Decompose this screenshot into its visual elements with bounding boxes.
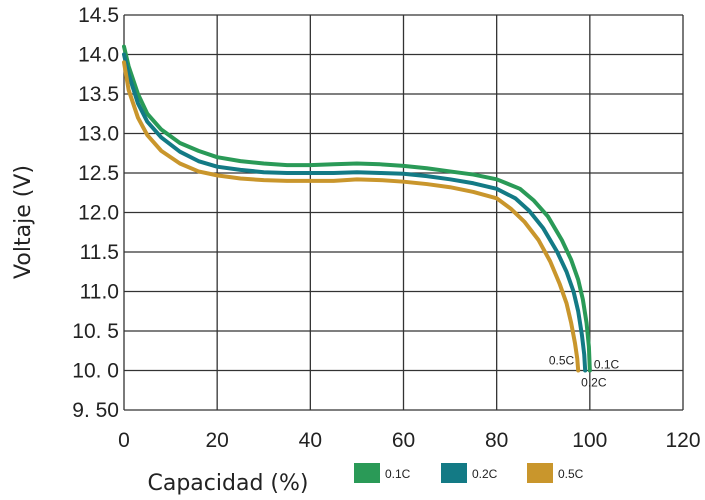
series-end-label: 0.2C	[581, 376, 607, 390]
x-axis-label: Capacidad (%)	[148, 471, 309, 496]
y-tick-label: 10. 0	[72, 360, 119, 383]
x-tick-label: 120	[665, 429, 700, 452]
legend-label: 0.2C	[472, 467, 498, 481]
gridlines	[123, 14, 684, 411]
y-tick-label: 11.0	[80, 281, 119, 304]
y-tick-label: 13.5	[78, 83, 119, 106]
legend-swatch	[527, 463, 553, 483]
series-lines	[122, 44, 592, 373]
x-tick-label: 100	[572, 429, 607, 452]
legend-label: 0.5C	[558, 467, 584, 481]
series-end-label: 0.5C	[549, 354, 575, 368]
x-tick-label: 0	[118, 429, 130, 452]
y-tick-label: 10. 5	[72, 320, 119, 343]
legend-label: 0.1C	[385, 467, 411, 481]
y-tick-label: 13.0	[78, 123, 119, 146]
y-tick-label: 14.0	[78, 44, 119, 67]
series-line-0-2C	[122, 52, 588, 373]
y-axis-label: Voltaje (V)	[11, 165, 36, 279]
legend-swatch	[441, 463, 467, 483]
y-tick-label: 12.5	[78, 162, 119, 185]
y-tick-label: 12.0	[78, 202, 119, 225]
y-tick-label: 9. 50	[72, 399, 119, 422]
x-tick-label: 20	[205, 429, 228, 452]
series-end-label: 0.1C	[594, 358, 620, 372]
y-tick-label: 14.5	[78, 4, 119, 27]
x-tick-label: 60	[392, 429, 415, 452]
series-line-0-5C	[122, 60, 581, 373]
legend-swatch	[354, 463, 380, 483]
legend: 0.1C 0.2C 0.5C	[354, 463, 584, 483]
x-tick-label: 80	[485, 429, 508, 452]
x-tick-label: 40	[299, 429, 322, 452]
y-tick-label: 11.5	[80, 241, 119, 264]
series-end-labels: 0.1C 0.2C 0.5C	[549, 354, 620, 390]
tick-labels: 14.5 14.0 13.5 13.0 12.5 12.0 11.5 11.0 10. 5 10.…	[72, 4, 700, 452]
series-line-0-1C	[122, 44, 592, 373]
